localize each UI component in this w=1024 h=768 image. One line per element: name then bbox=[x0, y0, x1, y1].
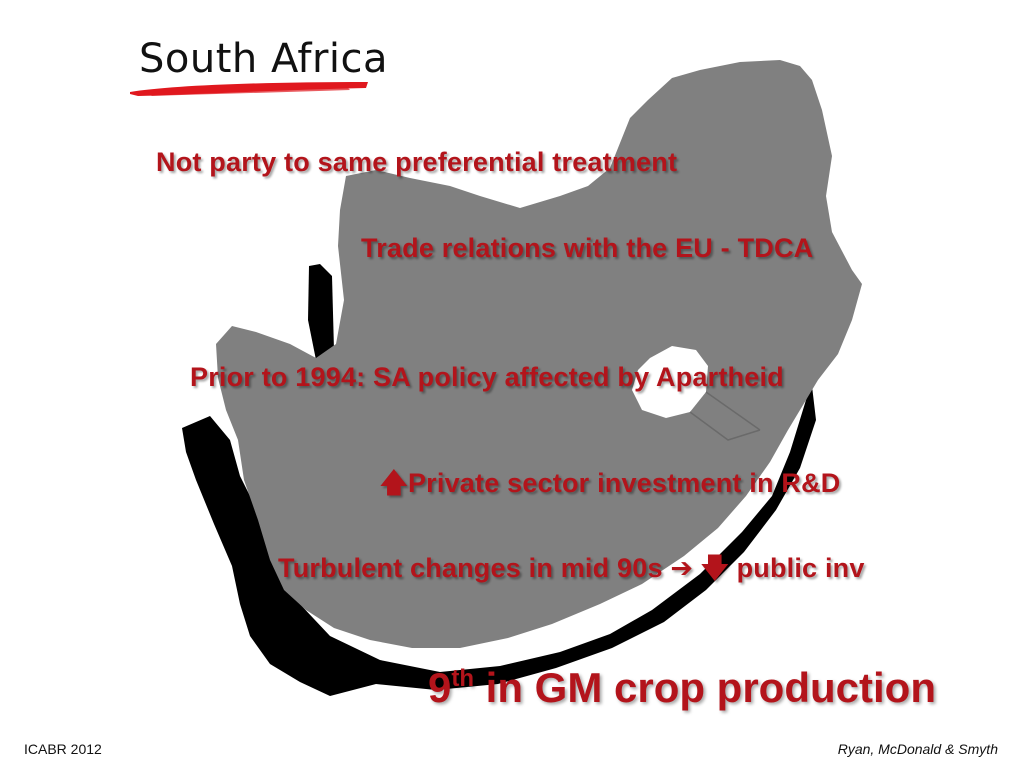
up-arrow-icon: 🡅 bbox=[380, 468, 408, 498]
bullet-text: Not party to same preferential treatment bbox=[156, 147, 678, 177]
bullet-text: Prior to 1994: SA policy affected by Apa… bbox=[190, 362, 784, 392]
bullet-private-investment: 🡅Private sector investment in R&D bbox=[380, 464, 841, 510]
bullet-trade-relations: Trade relations with the EU - TDCA bbox=[361, 233, 813, 264]
map-shadow bbox=[182, 386, 816, 696]
bullet-apartheid: Prior to 1994: SA policy affected by Apa… bbox=[190, 362, 784, 393]
down-arrow-icon: 🡇 bbox=[700, 553, 729, 583]
gm-ranking-statement: 9th in GM crop production bbox=[428, 664, 936, 712]
map-land bbox=[216, 60, 862, 648]
title-brush-underline bbox=[130, 82, 368, 96]
slide-title: South Africa bbox=[139, 36, 389, 82]
bullet-text: Trade relations with the EU - TDCA bbox=[361, 233, 814, 263]
bullet-text: Private sector investment in R&D bbox=[407, 468, 841, 498]
bullet-preferential-treatment: Not party to same preferential treatment bbox=[156, 147, 677, 178]
map-enclave bbox=[632, 346, 708, 418]
bullet-tail: public inv bbox=[728, 553, 865, 583]
map-border bbox=[689, 391, 761, 441]
bullet-text: Turbulent changes in mid 90s bbox=[278, 553, 671, 583]
footer-authors: Ryan, McDonald & Smyth bbox=[837, 741, 998, 757]
footer-conference: ICABR 2012 bbox=[24, 741, 102, 757]
bullet-turbulent-changes: Turbulent changes in mid 90s ➔ 🡇 public … bbox=[278, 549, 865, 595]
rank-number: 9 bbox=[428, 664, 452, 711]
map-shadow-inlet bbox=[308, 264, 334, 360]
right-arrow-icon: ➔ bbox=[670, 553, 694, 583]
rank-text: in GM crop production bbox=[474, 664, 936, 711]
rank-suffix: th bbox=[451, 665, 475, 692]
